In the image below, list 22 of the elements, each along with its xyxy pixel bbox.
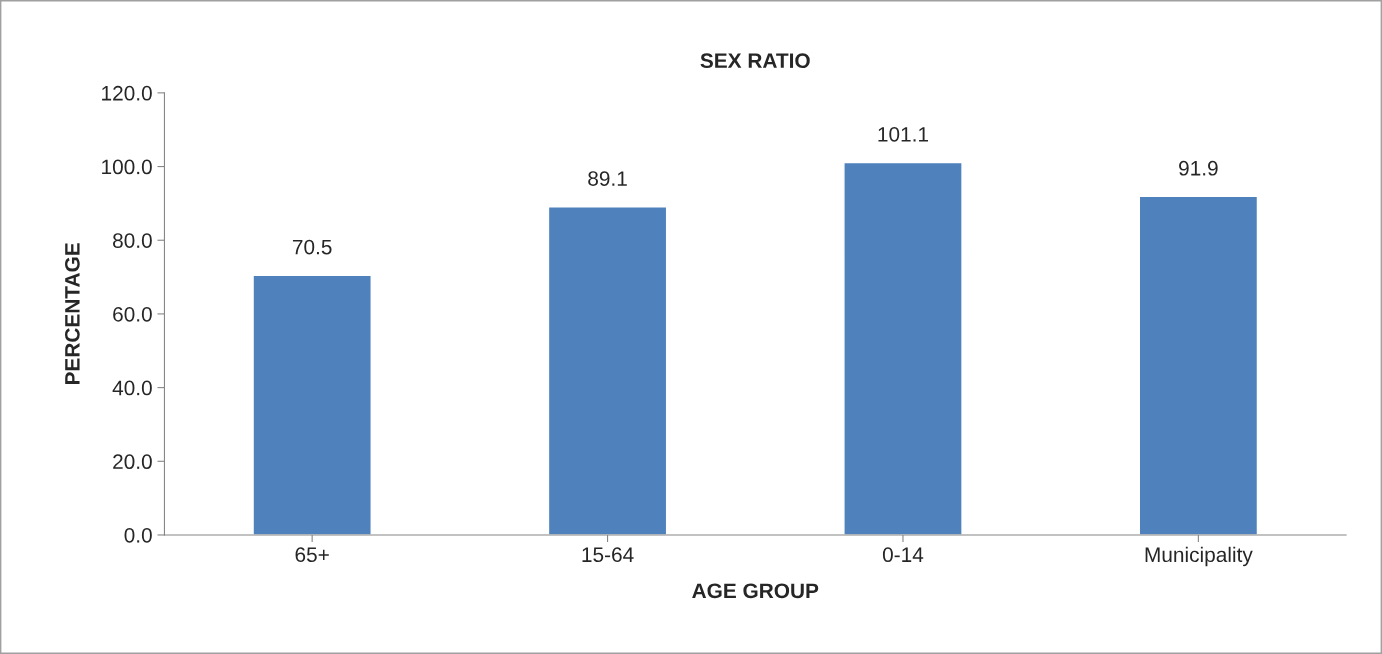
x-tick-label: 15-64 — [582, 547, 634, 563]
bar — [547, 206, 668, 535]
y-tick-label: 0.0 — [124, 527, 152, 543]
y-tick-label: 20.0 — [113, 454, 152, 470]
x-tick-label: Municipality — [1145, 546, 1253, 567]
data-label: 70.5 — [292, 239, 332, 255]
y-tick-label: 100.0 — [102, 159, 152, 175]
bar — [252, 274, 372, 535]
bar — [1138, 195, 1259, 535]
bar — [843, 161, 963, 535]
chart-title: SEX RATIO — [700, 53, 810, 69]
data-label: 89.1 — [588, 171, 627, 186]
x-tick-label: 0-14 — [882, 547, 924, 563]
data-label: 101.1 — [878, 126, 929, 142]
y-tick-label: 40.0 — [112, 380, 152, 396]
data-label: 91.9 — [1179, 160, 1218, 176]
y-axis-title: PERCENTAGE — [64, 243, 80, 385]
x-axis-title: AGE GROUP — [692, 583, 819, 599]
x-tick-label: 65+ — [295, 547, 329, 563]
y-tick-label: 120.0 — [102, 85, 152, 101]
y-tick-label: 80.0 — [113, 233, 152, 248]
y-tick-label: 60.0 — [113, 306, 152, 322]
